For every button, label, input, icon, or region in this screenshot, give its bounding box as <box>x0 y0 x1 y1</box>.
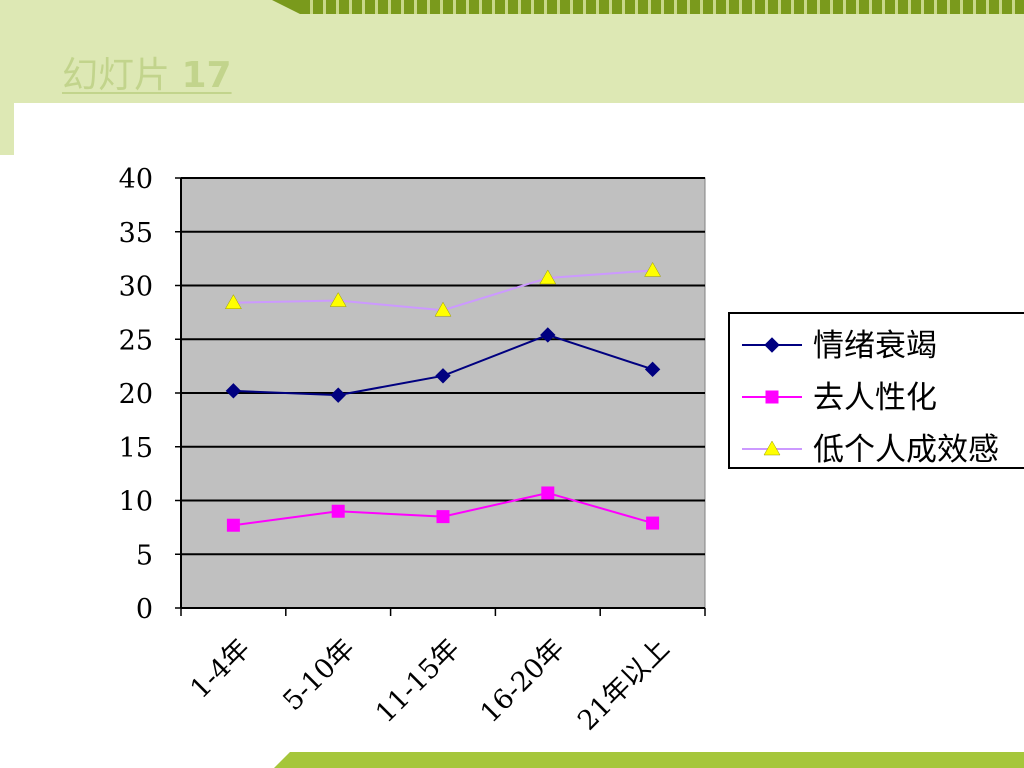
series-1-point <box>225 383 242 399</box>
x-category-label: 21年以上 <box>572 633 675 736</box>
series-2-point <box>646 516 660 530</box>
legend-marker-2 <box>765 390 779 404</box>
series-3-point <box>539 269 557 285</box>
series-2-point <box>226 518 240 532</box>
footer-band <box>290 752 1024 768</box>
y-tick-label: 30 <box>119 272 153 303</box>
legend-marker-3 <box>763 440 781 456</box>
slide-title-text: 幻灯片 <box>62 55 171 96</box>
series-2-point <box>331 504 345 518</box>
series-3-point <box>224 294 242 309</box>
legend-label-3: 低个人成效感 <box>813 432 999 468</box>
x-category-label: 5-10年 <box>277 633 361 717</box>
y-tick-label: 25 <box>119 325 153 356</box>
series-1-point <box>435 368 451 384</box>
x-category-label: 11-15年 <box>370 633 466 729</box>
series-3-point <box>329 292 347 307</box>
slide-title[interactable]: 幻灯片 17 <box>62 46 232 98</box>
series-1-point <box>540 327 556 343</box>
series-1-point <box>644 361 661 378</box>
content-panel-slant <box>815 103 867 155</box>
y-tick-label: 40 <box>119 164 153 195</box>
footer-band-slant <box>274 752 290 768</box>
slide-title-number: 17 <box>181 55 232 96</box>
x-category-label: 16-20年 <box>475 633 571 729</box>
header-stripe <box>300 0 1024 14</box>
x-category-label: 1-4年 <box>185 633 257 705</box>
series-2-point <box>436 510 450 524</box>
header-stripe-cap <box>272 0 300 14</box>
series-3-point <box>644 261 662 277</box>
y-tick-label: 5 <box>136 540 153 571</box>
y-tick-label: 15 <box>119 433 153 464</box>
legend-label-2: 去人性化 <box>813 380 937 416</box>
y-tick-label: 0 <box>136 594 153 625</box>
legend-marker-1 <box>764 337 780 353</box>
content-panel-left <box>0 155 14 768</box>
series-1-point <box>330 387 346 403</box>
series-2-point <box>541 486 555 500</box>
y-tick-label: 10 <box>119 487 153 518</box>
y-tick-label: 20 <box>119 379 153 410</box>
legend-label-1: 情绪衰竭 <box>813 328 937 364</box>
y-tick-label: 35 <box>119 218 153 249</box>
series-3-point <box>434 301 452 317</box>
